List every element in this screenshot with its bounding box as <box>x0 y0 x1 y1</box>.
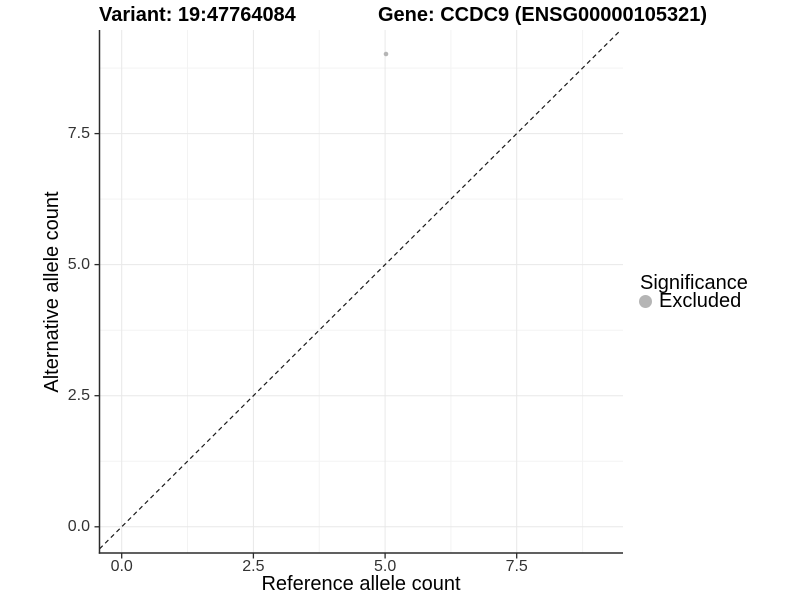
y-tick-5-0: 5.0 <box>67 256 90 273</box>
legend-title: Significance <box>640 272 748 294</box>
x-axis-title: Reference allele count <box>261 573 461 595</box>
x-tick-5-0: 5.0 <box>373 558 397 575</box>
x-tick-0-0: 0.0 <box>110 558 133 575</box>
plot-title-variant: Variant: 19:47764084 <box>99 4 296 26</box>
axis-lines <box>98 30 623 554</box>
tick-marks <box>94 132 518 559</box>
y-tick-2-5: 2.5 <box>67 387 90 404</box>
y-tick-0-0: 0.0 <box>67 518 90 535</box>
legend-key-dot <box>639 295 652 308</box>
y-axis-title: Alternative allele count <box>41 191 63 393</box>
legend-label-excluded: Excluded <box>659 290 742 312</box>
plot-title-gene: Gene: CCDC9 (ENSG00000105321) <box>378 4 708 26</box>
x-tick-7-5: 7.5 <box>505 558 528 575</box>
data-point-excluded <box>383 51 389 57</box>
grid-major <box>99 30 623 553</box>
x-tick-2-5: 2.5 <box>242 558 265 575</box>
y-tick-7-5: 7.5 <box>67 125 90 142</box>
grid-minor <box>99 30 623 553</box>
identity-reference-line <box>99 29 622 550</box>
